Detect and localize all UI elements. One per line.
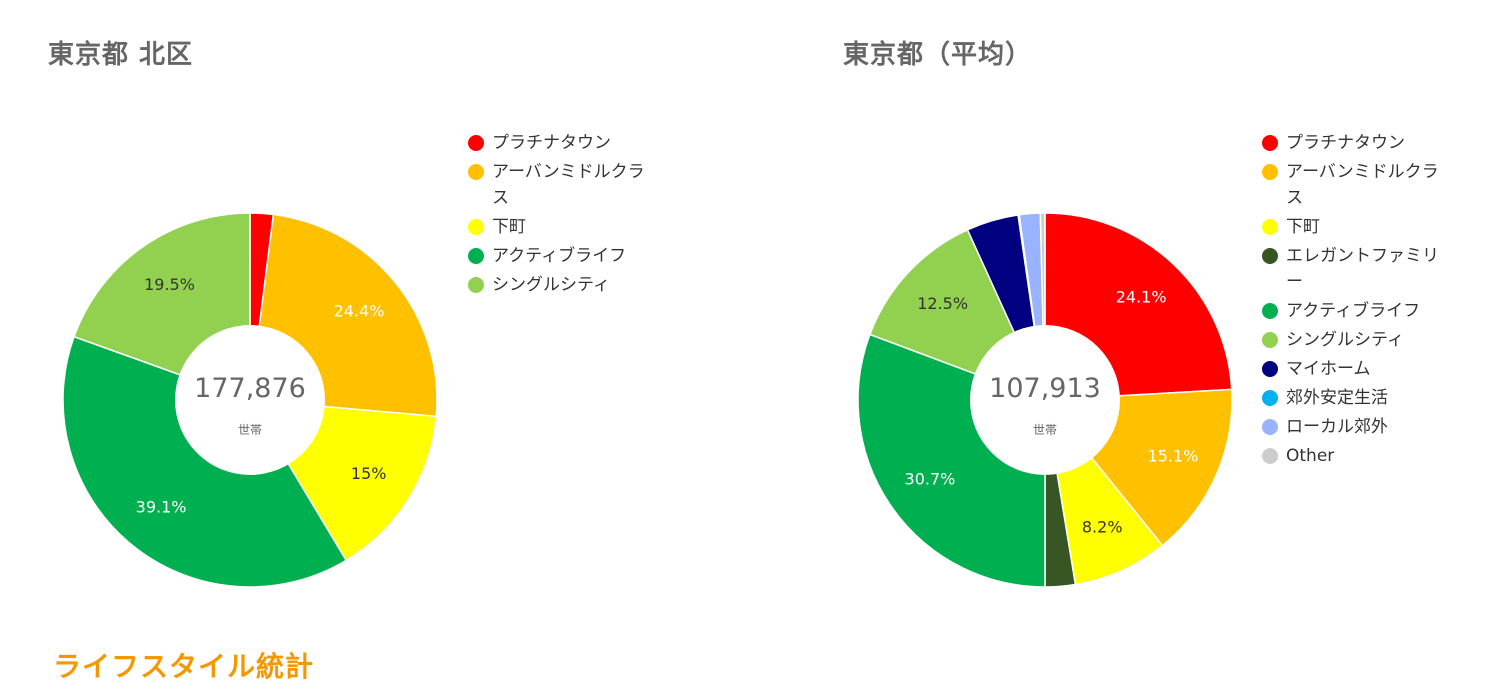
- legend-swatch-icon: [1262, 219, 1278, 235]
- legend-swatch-icon: [468, 164, 484, 180]
- legend-swatch-icon: [1262, 135, 1278, 151]
- pie-slice-category-4[interactable]: [62, 335, 348, 588]
- legend-item-category-8[interactable]: 郊外安定生活: [1262, 385, 1452, 411]
- legend-label: 下町: [492, 217, 526, 237]
- legend-item-other[interactable]: Other: [1262, 443, 1452, 469]
- legend-swatch-icon: [1262, 361, 1278, 377]
- legend-item-category-4[interactable]: エレガントファミリー: [1262, 243, 1452, 295]
- legend-item-category-4[interactable]: アクティブライフ: [468, 243, 658, 269]
- legend-label: Other: [1286, 446, 1335, 466]
- legend-swatch-icon: [1262, 164, 1278, 180]
- legend-label: アクティブライフ: [492, 246, 627, 266]
- data-label: 8.2%: [1082, 517, 1123, 536]
- legend-label: プラチナタウン: [1286, 133, 1405, 153]
- legend-item-category-5[interactable]: シングルシティ: [468, 272, 658, 298]
- legend-label: アーバンミドルクラス: [1286, 162, 1439, 208]
- legend-swatch-icon: [468, 135, 484, 151]
- legend-swatch-icon: [1262, 448, 1278, 464]
- donut-hole: [970, 325, 1120, 475]
- legend-item-category-2[interactable]: アーバンミドルクラス: [468, 159, 658, 211]
- legend-label: プラチナタウン: [492, 133, 611, 153]
- legend-swatch-icon: [1262, 332, 1278, 348]
- legend-item-category-9[interactable]: ローカル郊外: [1262, 414, 1452, 440]
- legend-item-category-2[interactable]: アーバンミドルクラス: [1262, 159, 1452, 211]
- data-label: 30.7%: [905, 469, 956, 488]
- legend-swatch-icon: [1262, 303, 1278, 319]
- legend-swatch-icon: [1262, 248, 1278, 264]
- legend-label: エレガントファミリー: [1286, 246, 1439, 292]
- household-total: 107,913: [989, 373, 1101, 404]
- legend-label: 郊外安定生活: [1286, 388, 1388, 408]
- data-label: 12.5%: [917, 294, 968, 313]
- household-total: 177,876: [194, 373, 306, 404]
- data-label: 39.1%: [136, 498, 187, 517]
- legend-item-category-3[interactable]: 下町: [1262, 214, 1452, 240]
- donut-hole: [175, 325, 325, 475]
- legend-label: シングルシティ: [492, 275, 610, 295]
- legend-item-category-1[interactable]: プラチナタウン: [1262, 130, 1452, 156]
- data-label: 15.1%: [1148, 446, 1199, 465]
- legend-label: マイホーム: [1286, 359, 1371, 379]
- legend-kitaku: プラチナタウンアーバンミドルクラス下町アクティブライフ シングルシティ: [468, 130, 658, 301]
- section-heading: ライフスタイル統計: [53, 650, 315, 683]
- legend-label: アーバンミドルクラス: [492, 162, 645, 208]
- legend-item-category-7[interactable]: マイホーム: [1262, 356, 1452, 382]
- donut-chart-tokyo-average: 24.1% 15.1% 8.2% 30.7% 12.5% 107,913 世帯: [857, 212, 1233, 588]
- legend-swatch-icon: [468, 248, 484, 264]
- legend-label: 下町: [1286, 217, 1320, 237]
- legend-item-category-5[interactable]: アクティブライフ: [1262, 298, 1452, 324]
- household-unit: 世帯: [238, 423, 262, 437]
- legend-swatch-icon: [1262, 390, 1278, 406]
- data-label: 24.4%: [334, 302, 385, 321]
- donut-chart-kitaku: 24.4% 15% 39.1% 19.5% 177,876 世帯: [62, 212, 438, 588]
- chart-title-kitaku: 東京都 北区: [48, 40, 194, 70]
- data-label: 24.1%: [1116, 288, 1167, 307]
- legend-item-category-1[interactable]: プラチナタウン: [468, 130, 658, 156]
- legend-swatch-icon: [468, 219, 484, 235]
- data-label: 19.5%: [144, 275, 195, 294]
- chart-title-tokyo-average: 東京都（平均）: [843, 40, 1033, 70]
- legend-item-category-3[interactable]: 下町: [468, 214, 658, 240]
- household-unit: 世帯: [1033, 423, 1057, 437]
- legend-label: ローカル郊外: [1286, 417, 1388, 437]
- legend-tokyo-average: プラチナタウンアーバンミドルクラス下町エレガントファミリーアクティブライフ シング…: [1262, 130, 1452, 472]
- legend-swatch-icon: [1262, 419, 1278, 435]
- legend-item-category-6[interactable]: シングルシティ: [1262, 327, 1452, 353]
- legend-label: アクティブライフ: [1286, 301, 1421, 321]
- legend-swatch-icon: [468, 277, 484, 293]
- data-label: 15%: [351, 464, 387, 483]
- legend-label: シングルシティ: [1286, 330, 1404, 350]
